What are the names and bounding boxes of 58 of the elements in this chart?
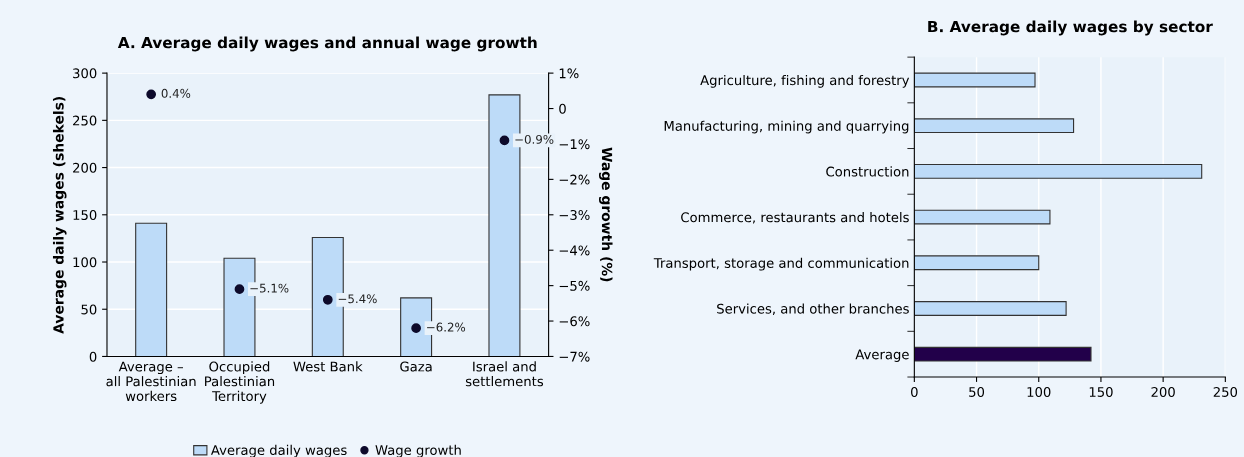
x-tick-label: 150	[1089, 386, 1113, 397]
x-tick-label: 100	[1027, 386, 1051, 397]
y-tick-label: Commerce, restaurants and hotels	[681, 212, 909, 224]
chart-title: A. Average daily wages and annual wage growth	[117, 36, 537, 52]
bar	[914, 163, 1203, 179]
x-tick-label: 250	[1213, 386, 1238, 397]
y-tick-label: 50	[81, 304, 97, 315]
point	[234, 284, 245, 295]
point	[322, 294, 333, 305]
point	[146, 89, 157, 100]
y-tick-label: Transport, storage and communication	[653, 257, 909, 271]
y-tick-label: 250	[73, 115, 97, 126]
legend-label: Wage growth	[375, 444, 461, 457]
y2-axis-title: Wage growth (%)	[598, 147, 613, 282]
x-tick-label: Average – all Palestinian workers	[106, 361, 196, 402]
point	[499, 135, 510, 146]
y-tick-label: 150	[73, 210, 97, 220]
data-label: −5.1%	[250, 283, 289, 293]
bar	[135, 222, 168, 357]
data-label: −6.2%	[427, 322, 466, 332]
bar	[914, 346, 1092, 362]
y-tick-label: Agriculture, fishing and forestry	[700, 74, 910, 88]
chart-title: B. Average daily wages by sector	[928, 20, 1213, 36]
y2-tick-label: −1%	[559, 139, 590, 150]
point	[411, 323, 421, 333]
y2-tick-label: −6%	[559, 316, 590, 327]
bar	[914, 301, 1067, 316]
bar	[914, 209, 1051, 225]
x-tick-label: 50	[969, 386, 985, 397]
x-tick-label: Israel and settlements	[465, 361, 544, 387]
y-tick-label: Average	[855, 349, 909, 362]
bar	[914, 255, 1040, 271]
bar	[914, 72, 1036, 88]
data-label: −0.9%	[515, 134, 554, 144]
legend-label: Average daily wages	[210, 444, 347, 457]
y-tick-label: Construction	[826, 166, 909, 177]
data-label: −5.4%	[338, 294, 377, 304]
y2-tick-label: −5%	[559, 280, 590, 291]
data-label: 0.4%	[161, 88, 191, 98]
y2-tick-label: −7%	[559, 351, 590, 362]
x-tick-label: 0	[911, 386, 918, 397]
y2-tick-label: −4%	[559, 245, 590, 256]
y2-tick-label: 1%	[559, 68, 579, 79]
x-tick-label: Occupied Palestinian Territory	[205, 361, 275, 404]
y-tick-label: Services, and other branches	[717, 303, 909, 316]
y-tick-label: 0	[89, 351, 97, 362]
y2-tick-label: 0	[559, 103, 566, 114]
y-tick-label: 300	[73, 68, 97, 79]
y2-tick-label: −3%	[559, 210, 590, 220]
y-tick-label: 200	[73, 162, 97, 173]
y-tick-label: Manufacturing, mining and quarrying	[664, 120, 909, 134]
y-tick-label: 100	[73, 257, 97, 268]
bar	[914, 118, 1075, 134]
x-tick-label: 200	[1151, 386, 1175, 397]
y2-tick-label: −2%	[559, 174, 590, 185]
y-axis-title: Average daily wages (shekels)	[52, 96, 67, 334]
x-tick-label: West Bank	[293, 361, 363, 372]
x-tick-label: Gaza	[400, 361, 432, 372]
